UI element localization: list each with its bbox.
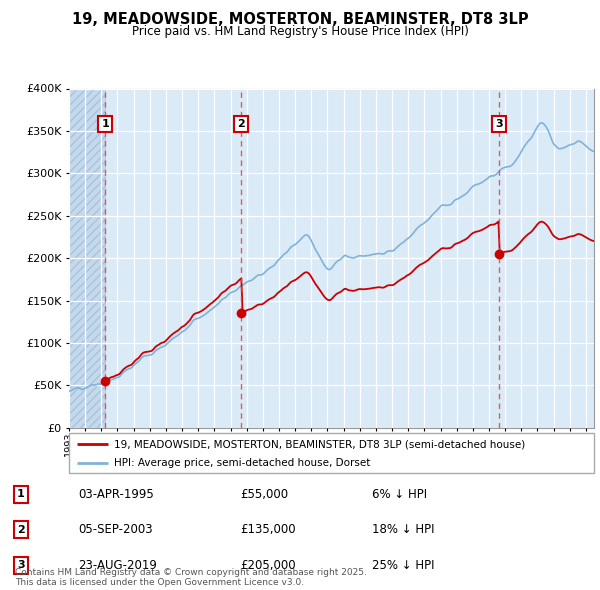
Text: 19, MEADOWSIDE, MOSTERTON, BEAMINSTER, DT8 3LP: 19, MEADOWSIDE, MOSTERTON, BEAMINSTER, D… <box>71 12 529 27</box>
Text: 3: 3 <box>17 560 25 570</box>
Bar <box>69 88 106 428</box>
FancyBboxPatch shape <box>69 433 594 473</box>
Text: 2: 2 <box>238 119 245 129</box>
Text: 19, MEADOWSIDE, MOSTERTON, BEAMINSTER, DT8 3LP (semi-detached house): 19, MEADOWSIDE, MOSTERTON, BEAMINSTER, D… <box>113 440 525 450</box>
Text: 6% ↓ HPI: 6% ↓ HPI <box>372 488 427 501</box>
Text: 03-APR-1995: 03-APR-1995 <box>78 488 154 501</box>
Text: 25% ↓ HPI: 25% ↓ HPI <box>372 559 434 572</box>
Text: £205,000: £205,000 <box>240 559 296 572</box>
Text: 1: 1 <box>101 119 109 129</box>
Text: 05-SEP-2003: 05-SEP-2003 <box>78 523 152 536</box>
Text: £55,000: £55,000 <box>240 488 288 501</box>
Text: Price paid vs. HM Land Registry's House Price Index (HPI): Price paid vs. HM Land Registry's House … <box>131 25 469 38</box>
Text: 2: 2 <box>17 525 25 535</box>
Text: 23-AUG-2019: 23-AUG-2019 <box>78 559 157 572</box>
Text: £135,000: £135,000 <box>240 523 296 536</box>
Text: 3: 3 <box>496 119 503 129</box>
Text: 1: 1 <box>17 490 25 499</box>
Text: 18% ↓ HPI: 18% ↓ HPI <box>372 523 434 536</box>
Text: HPI: Average price, semi-detached house, Dorset: HPI: Average price, semi-detached house,… <box>113 458 370 468</box>
Text: Contains HM Land Registry data © Crown copyright and database right 2025.
This d: Contains HM Land Registry data © Crown c… <box>15 568 367 587</box>
